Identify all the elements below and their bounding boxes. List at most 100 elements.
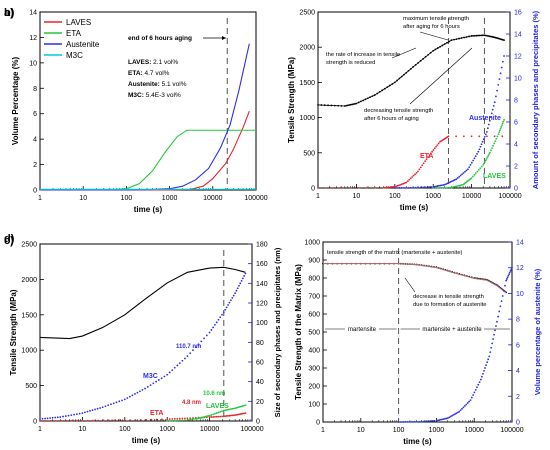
panel-b-laves-point: [475, 172, 477, 175]
panel-c-eta-point: [173, 417, 176, 420]
panel-c-eta-point: [184, 417, 186, 420]
panel-c-eta-point: [231, 414, 234, 417]
panel-c-y2tick-label: 120: [256, 301, 268, 308]
panel-d-series-2-point: [425, 420, 428, 423]
panel-b-series-0-point: [458, 37, 460, 40]
panel-b-eta-point: [349, 186, 352, 189]
panel-b-laves-point: [490, 149, 492, 152]
panel-d-ytick-label: 400: [308, 348, 320, 355]
panel-b-laves-point: [482, 164, 485, 166]
panel-b-xtick-label: 10: [353, 193, 361, 200]
panel-d-series-2-point: [439, 418, 442, 421]
panel-b-series-0-point: [343, 105, 346, 107]
panel-c-eta-point: [221, 415, 223, 418]
panel-c-laves-point: [191, 418, 194, 421]
panel-b-laves-point: [497, 133, 500, 136]
panel-d-series-2-point: [486, 361, 489, 364]
panel-b-series-0-point: [327, 104, 329, 107]
panel-d-series-2-point: [505, 279, 508, 282]
panel-c-m3c-size: 110.7 nm: [176, 344, 201, 350]
panel-b-xtick-label: 100000: [498, 193, 521, 200]
panel-d-series-2-point: [507, 274, 510, 277]
panel-d-mixed-label: martensite + austenite: [422, 327, 482, 333]
panel-b-austenite-point: [439, 184, 442, 187]
panel-c-laves-point: [231, 407, 234, 410]
panel-c-m3c-point: [235, 289, 238, 292]
panel-d-series-2-point: [442, 418, 445, 421]
panel-b-series-0-point: [405, 71, 408, 74]
panel-b-series-0-point: [362, 99, 365, 102]
panel-b-eta-point: [383, 186, 386, 189]
panel-b-eta-point: [432, 149, 435, 151]
panel-c-eta-point: [166, 418, 169, 421]
panel-d-mixed-label-bg: [420, 324, 484, 333]
panel-b-eta-point: [462, 135, 465, 138]
panel-c-m3c-point: [208, 331, 211, 334]
panel-c-m3c-point: [81, 412, 84, 415]
panel-b-laves-point: [450, 186, 453, 189]
panel-c-laves-point: [176, 419, 179, 422]
panel-d-series-2-point: [433, 419, 435, 422]
panel-b-y2tick-label: 0: [514, 186, 518, 193]
panel-b-laves-point: [496, 135, 499, 138]
panel-b-austenite-point: [414, 186, 417, 189]
panel-d-series-2-point: [418, 420, 421, 423]
panel-b-laves-point: [499, 127, 502, 130]
panel-d-y2tick-label: 12: [516, 265, 524, 272]
panel-c-m3c-point: [146, 385, 149, 388]
panel-c-eta-point: [227, 414, 229, 417]
panel-d-series-2-point: [506, 276, 509, 279]
panel-c-laves-point: [171, 419, 174, 422]
panel-d-series-2-point: [435, 419, 438, 422]
panel-b-austenite-point: [433, 185, 436, 188]
panel-d-series-2-point: [482, 372, 484, 375]
panel-c-eta-point: [76, 419, 78, 422]
panel-c-m3c-point: [231, 297, 234, 299]
panel-b-series-0-point: [346, 104, 349, 107]
panel-c-laves-point: [189, 418, 192, 421]
panel-b-y2tick-label: 8: [514, 98, 518, 105]
panel-c-series-0-line: [39, 266, 246, 340]
panel-d-top-note: tensile strength of the matrix (martensi…: [327, 250, 463, 256]
panel-d-series-2-point: [449, 415, 452, 418]
panel-b-eta-point: [395, 185, 398, 188]
panel-c-ytick-label: 0: [33, 419, 37, 426]
panel-b-austenite-point: [464, 170, 466, 173]
panel-b-series-0-point: [475, 34, 478, 37]
panel-c-eta-point: [145, 418, 147, 421]
panel-b-austenite-point: [472, 159, 475, 162]
panel-d-ylabel: Tensile Strength of the Matrix (MPa): [294, 264, 303, 400]
panel-b-eta-label: ETA: [420, 153, 433, 160]
panel-a-value-2: Austenite: 5.1 vol%: [128, 81, 187, 88]
panel-b-y2label: Amount of secondary phases and precipita…: [531, 10, 540, 189]
panel-b-austenite-point: [451, 180, 453, 183]
panel-d-series-2-point: [444, 417, 446, 420]
panel-b-series-0-point: [432, 49, 435, 52]
panel-b-eta-point: [421, 164, 424, 167]
panel-b-austenite-point: [445, 183, 448, 185]
panel-b-ytick-label: 1500: [299, 80, 315, 87]
panel-a-volume-percentage: a) 1 10 100 1000 10000 100000 time (s) 0 2 4 6 8 10 12…: [4, 7, 268, 214]
panel-c-y2tick-label: 180: [256, 242, 268, 249]
panel-b-laves-point: [487, 154, 490, 157]
panel-b-austenite-point: [478, 148, 481, 151]
panel-b-austenite-point: [482, 138, 485, 141]
panel-c-m3c-point: [123, 398, 126, 401]
panel-c-laves-point: [181, 419, 184, 422]
panel-a-value-1: ETA: 4.7 vol%: [128, 70, 170, 77]
panel-c-m3c-point: [136, 391, 139, 394]
panel-d-series-2-point: [420, 420, 423, 423]
panel-c-m3c-point: [243, 275, 246, 277]
panel-c-eta-point: [123, 419, 126, 422]
panel-b-laves-point: [457, 184, 460, 187]
panel-b-eta-point: [382, 186, 385, 189]
panel-d-ytick-label: 600: [308, 312, 320, 319]
panel-c-eta-point: [229, 414, 232, 417]
panel-b-austenite-point: [469, 164, 472, 166]
panel-d-xlabel: time (s): [403, 437, 432, 446]
panel-d-ytick-label: 900: [308, 258, 320, 265]
panel-b-series-0-point: [323, 104, 326, 107]
panel-b-eta-point: [424, 160, 427, 163]
panel-b-eta-point: [411, 176, 414, 178]
